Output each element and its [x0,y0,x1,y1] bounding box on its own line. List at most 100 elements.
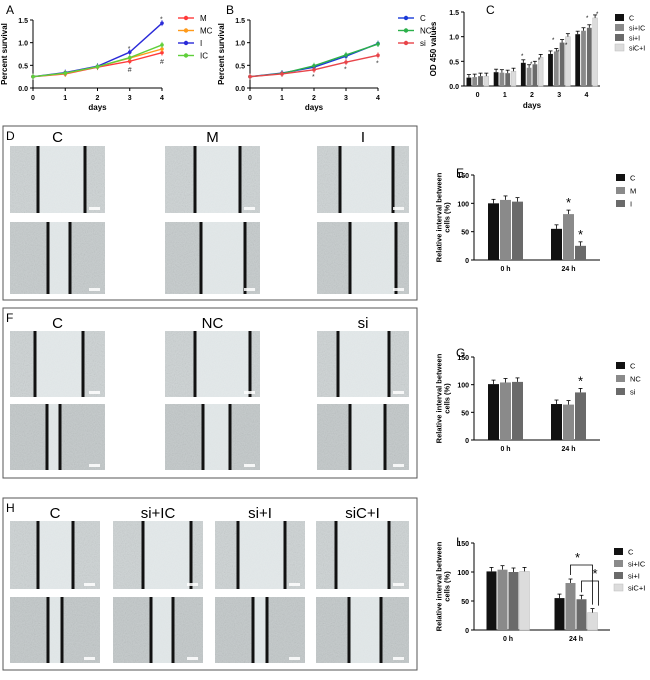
micrograph [10,521,100,589]
x-tick-label: 0 [31,95,35,102]
scale-bar [393,657,404,660]
data-point-M [160,50,164,55]
y-tick-label: 100 [457,201,469,208]
y-axis-label: Relative interval betweencells (%) [434,353,451,443]
legend-marker-MC [183,28,189,33]
legend-label: IC [200,52,208,61]
data-point-IC [127,55,132,60]
y-tick-label: 0 [465,438,469,445]
legend-label: si+IC [628,560,646,569]
data-point-M [127,59,132,64]
legend-label: C [630,174,636,183]
panel-letter-f: F [6,311,13,325]
scratch-gap-texture [203,404,230,470]
micrograph [113,521,203,589]
bar-NC [563,404,574,440]
significance-mark: * [344,67,347,74]
panel-letter-d: D [6,129,15,143]
legend-label: C [420,14,426,23]
legend-swatch-si+I [614,572,623,579]
scratch-edge-line [248,331,252,397]
y-tick-label: 150 [457,173,469,180]
scratch-gap-texture [350,222,396,294]
data-point-MC [160,47,164,51]
panel-letter-h: H [6,501,15,515]
scratch-edge-line [394,222,398,294]
scale-bar [187,583,198,586]
bar-C [488,203,499,260]
panel-letter-c: C [486,3,495,17]
scratch-edge-line [58,404,62,470]
panel-c-chart: 0.0 0.5 1.0 1.5 OD 450 values days 0 1 2 3 4 Csi+IC… [429,10,645,110]
significance-bracket [581,580,599,606]
x-tick-label: 4 [160,95,164,102]
x-tick-label: 0 [248,95,252,102]
legend-swatch-NC [616,375,625,382]
y-tick-label: 50 [461,410,469,417]
legend-marker-si [403,40,409,46]
bar-si+IC [499,72,505,86]
data-point-IC [160,43,164,47]
panel-d-frame [2,125,418,301]
group-label: siC+I [345,505,380,522]
legend-label: si+I [628,572,640,581]
legend-label: I [200,39,202,48]
significance-mark: * [575,550,580,565]
bar-siC+I [510,70,517,87]
scratch-edge-line [68,222,72,294]
y-tick-label: 0.0 [449,84,459,91]
bar-M [563,214,574,260]
scratch-gap-texture [238,521,285,589]
scratch-edge-line [348,404,352,470]
scratch-edge-line [334,521,338,589]
micrograph [165,404,260,470]
scratch-edge-line [141,521,145,589]
micrograph [113,597,203,663]
y-tick-label: 0 [465,628,469,635]
legend-swatch-si+IC [615,24,624,31]
bar-si+IC [581,30,586,86]
micrograph [10,222,105,294]
data-point-I [160,21,164,25]
y-tick-label: 150 [457,355,469,362]
significance-star: * [596,12,599,18]
micrograph [10,331,105,397]
significance-star: * [565,43,568,49]
scale-bar [89,464,100,467]
scratch-edge-line [228,404,232,470]
significance-mark: * [566,195,571,210]
data-point-IC [63,71,68,75]
panel-g-chart: 0 50 100 150 Relative interval betweencells … [434,353,641,453]
significance-mark: * [312,74,315,81]
x-tick-label: 1 [280,95,284,102]
legend-label: si [630,388,636,397]
scale-bar [289,657,300,660]
scratch-edge-line [193,331,197,397]
scale-bar [244,207,255,210]
bar-C [486,571,497,630]
legend-label: M [200,14,207,23]
scale-bar [393,207,404,210]
micrograph [215,597,305,663]
scratch-edge-line [348,222,352,294]
y-axis-label: Percent survival [0,23,9,85]
scratch-edge-line [45,404,49,470]
panel-letter-a: A [6,3,14,17]
scale-bar [187,657,198,660]
scratch-edge-line [338,146,342,213]
legend-label: NC [630,375,641,384]
panel-letter-g: G [456,346,465,360]
panel-letter-b: B [226,3,234,17]
significance-star: * [552,38,555,44]
bar-siC+I [587,612,598,631]
y-tick-label: 0.0 [18,86,28,93]
scale-bar [393,391,404,394]
y-tick-label: 50 [461,599,469,606]
bar-si+I [559,42,565,86]
scratch-gap-texture [38,146,85,213]
bar-I [575,245,586,260]
data-point-si [344,60,348,64]
y-tick-label: 50 [461,230,469,237]
bar-siC+I [519,571,530,631]
